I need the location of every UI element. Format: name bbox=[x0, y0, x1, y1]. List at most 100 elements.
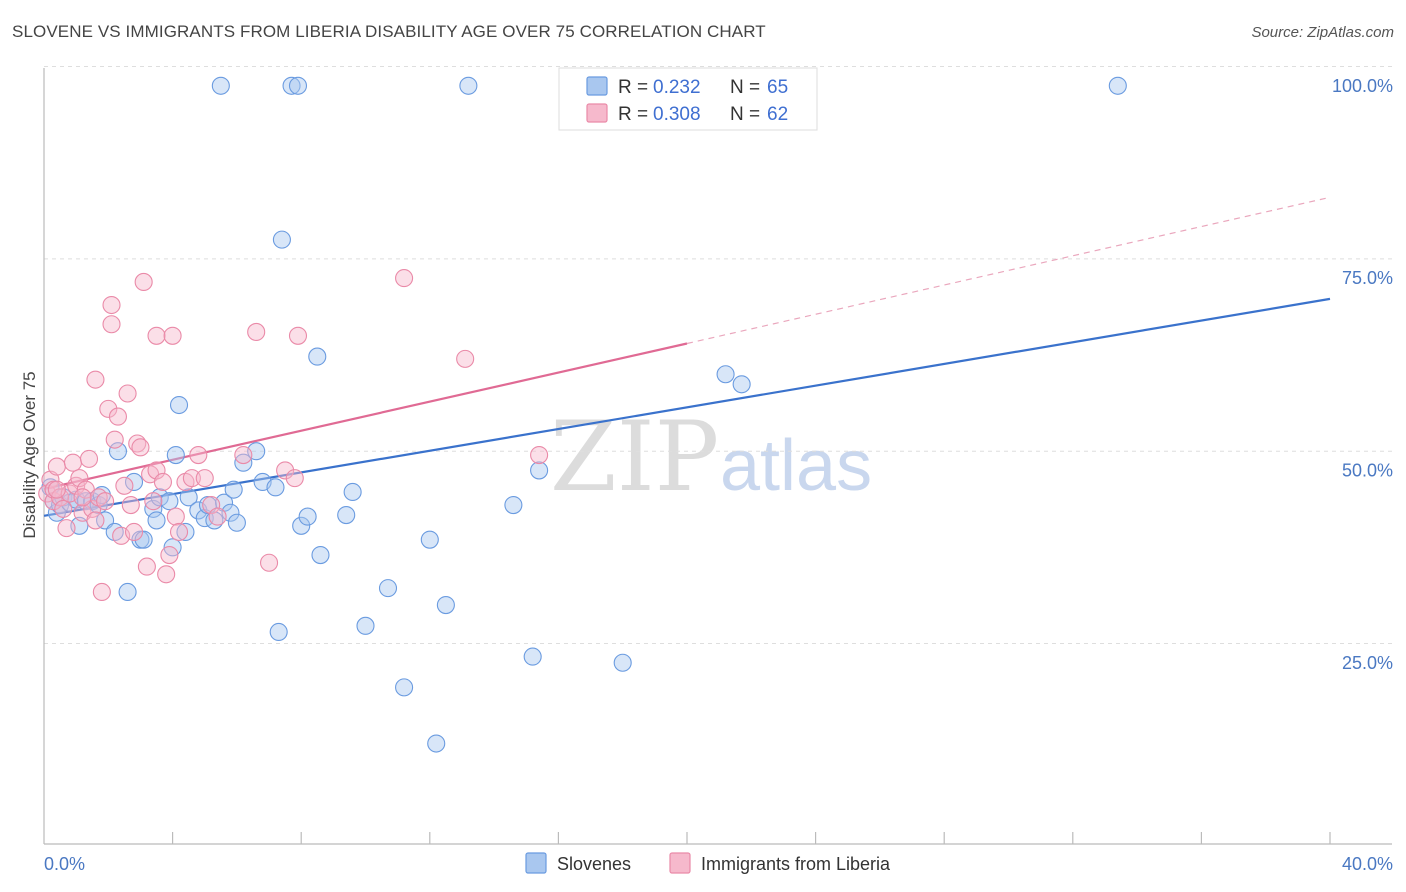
point-liberia bbox=[456, 349, 475, 368]
point-liberia bbox=[86, 511, 105, 530]
point-liberia bbox=[86, 370, 105, 389]
point-liberia bbox=[105, 430, 124, 449]
legend-r-value-slovenes: 0.232 bbox=[653, 77, 701, 98]
point-slovenes bbox=[176, 522, 195, 542]
point-slovenes bbox=[298, 507, 317, 526]
point-liberia bbox=[234, 445, 253, 465]
watermark-zip: ZIP bbox=[550, 401, 719, 513]
axes bbox=[43, 68, 1392, 845]
point-liberia bbox=[169, 522, 189, 542]
point-liberia bbox=[115, 476, 134, 495]
y-tick-label: 100.0% bbox=[1332, 76, 1393, 96]
point-liberia bbox=[166, 507, 185, 526]
data-points bbox=[38, 76, 1127, 753]
point-liberia bbox=[147, 326, 166, 345]
point-slovenes bbox=[269, 622, 288, 642]
trend-line-extension-liberia bbox=[686, 196, 1331, 345]
y-tick-label: 25.0% bbox=[1342, 653, 1393, 673]
point-slovenes bbox=[211, 76, 230, 95]
point-liberia bbox=[189, 445, 208, 465]
point-liberia bbox=[63, 453, 82, 472]
point-liberia bbox=[102, 315, 121, 334]
point-liberia bbox=[70, 469, 89, 488]
point-liberia bbox=[134, 272, 153, 291]
gridlines bbox=[44, 66, 1392, 645]
point-slovenes bbox=[1108, 76, 1127, 95]
point-slovenes bbox=[732, 375, 751, 394]
point-liberia bbox=[121, 495, 140, 515]
point-liberia bbox=[41, 470, 60, 489]
point-slovenes bbox=[420, 530, 439, 549]
tick-labels: 100.0% 75.0% 50.0% 25.0% 0.0% 40.0% bbox=[44, 76, 1393, 874]
point-slovenes bbox=[179, 488, 198, 507]
point-liberia bbox=[96, 492, 115, 511]
point-liberia bbox=[92, 582, 111, 602]
point-liberia bbox=[144, 492, 163, 511]
chart-source: Source: ZipAtlas.com bbox=[1251, 24, 1394, 41]
point-slovenes bbox=[166, 445, 185, 465]
point-slovenes bbox=[124, 472, 144, 492]
point-liberia bbox=[147, 461, 166, 480]
point-liberia bbox=[259, 553, 279, 572]
bottom-legend-swatch-liberia bbox=[669, 852, 691, 874]
point-liberia bbox=[395, 269, 414, 288]
point-slovenes bbox=[108, 442, 127, 461]
point-liberia bbox=[99, 399, 118, 418]
point-slovenes bbox=[378, 579, 398, 598]
point-liberia bbox=[182, 469, 201, 488]
point-liberia bbox=[530, 445, 549, 465]
point-slovenes bbox=[716, 365, 735, 384]
point-liberia bbox=[54, 499, 73, 518]
point-slovenes bbox=[144, 499, 163, 518]
legend-r-label-slovenes: R = bbox=[618, 77, 648, 98]
point-slovenes bbox=[169, 395, 189, 415]
trend-lines bbox=[43, 196, 1331, 517]
point-slovenes bbox=[356, 616, 375, 635]
legend-n-value-slovenes: 65 bbox=[767, 77, 788, 98]
y-axis-title: Disability Age Over 75 bbox=[20, 371, 39, 538]
point-liberia bbox=[73, 488, 92, 507]
point-slovenes bbox=[118, 582, 137, 602]
y-tick-label: 50.0% bbox=[1342, 460, 1393, 480]
point-liberia bbox=[118, 384, 137, 403]
point-liberia bbox=[108, 407, 127, 426]
point-slovenes bbox=[160, 492, 179, 511]
x-tick-label: 40.0% bbox=[1342, 854, 1393, 874]
point-slovenes bbox=[147, 511, 166, 530]
watermark: ZIP atlas bbox=[550, 401, 872, 513]
point-slovenes bbox=[308, 347, 327, 366]
point-slovenes bbox=[224, 480, 243, 499]
point-liberia bbox=[102, 295, 121, 315]
point-liberia bbox=[247, 322, 266, 342]
point-slovenes bbox=[427, 734, 446, 753]
point-slovenes bbox=[343, 482, 362, 502]
point-slovenes bbox=[436, 596, 455, 615]
trend-line-slovenes bbox=[43, 297, 1331, 517]
chart-title: SLOVENE VS IMMIGRANTS FROM LIBERIA DISAB… bbox=[12, 22, 766, 41]
watermark-atlas: atlas bbox=[720, 426, 872, 506]
point-slovenes bbox=[227, 513, 246, 532]
point-liberia bbox=[124, 522, 144, 542]
point-liberia bbox=[137, 557, 156, 576]
point-liberia bbox=[163, 326, 182, 345]
point-liberia bbox=[47, 457, 66, 476]
point-liberia bbox=[79, 449, 99, 468]
legend-n-label-liberia: N = bbox=[730, 104, 760, 125]
bottom-legend-label-liberia: Immigrants from Liberia bbox=[701, 854, 891, 874]
bottom-legend-label-slovenes: Slovenes bbox=[557, 854, 631, 874]
point-slovenes bbox=[504, 495, 523, 515]
point-liberia bbox=[47, 480, 66, 499]
point-slovenes bbox=[282, 76, 301, 95]
point-liberia bbox=[160, 545, 179, 565]
point-slovenes bbox=[134, 530, 153, 549]
point-liberia bbox=[131, 438, 150, 457]
point-slovenes bbox=[234, 453, 253, 472]
legend-box: R = 0.232 N = 65 R = 0.308 N = 62 bbox=[558, 67, 818, 131]
point-slovenes bbox=[311, 545, 330, 565]
point-liberia bbox=[208, 507, 227, 526]
x-tick-label: 0.0% bbox=[44, 854, 85, 874]
point-slovenes bbox=[96, 511, 115, 530]
point-slovenes bbox=[292, 516, 311, 535]
point-slovenes bbox=[530, 461, 549, 480]
